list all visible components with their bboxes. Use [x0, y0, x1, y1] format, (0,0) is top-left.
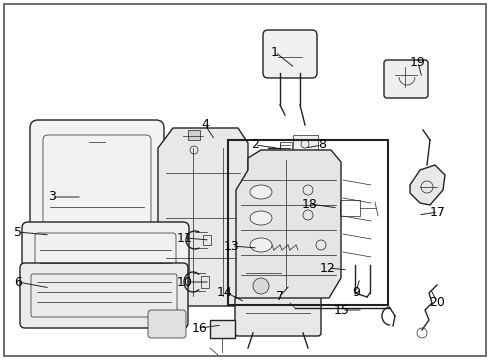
Text: 13: 13 — [224, 239, 240, 252]
FancyBboxPatch shape — [20, 263, 188, 328]
Text: 17: 17 — [430, 206, 446, 219]
Polygon shape — [236, 150, 341, 298]
Text: 18: 18 — [302, 198, 318, 211]
Bar — [280, 142, 292, 154]
FancyBboxPatch shape — [22, 222, 189, 289]
Polygon shape — [410, 165, 445, 205]
Text: 12: 12 — [320, 261, 336, 274]
Text: 16: 16 — [192, 321, 208, 334]
FancyBboxPatch shape — [152, 272, 186, 298]
FancyBboxPatch shape — [384, 60, 428, 98]
Text: 3: 3 — [48, 190, 56, 203]
Text: 2: 2 — [251, 139, 259, 152]
Ellipse shape — [250, 211, 272, 225]
FancyBboxPatch shape — [263, 30, 317, 78]
Text: 5: 5 — [14, 225, 22, 238]
Bar — [210, 320, 235, 338]
FancyBboxPatch shape — [30, 120, 164, 311]
Ellipse shape — [250, 238, 272, 252]
Bar — [203, 235, 211, 245]
Bar — [340, 200, 360, 216]
Circle shape — [253, 278, 269, 294]
Bar — [293, 135, 318, 153]
FancyBboxPatch shape — [148, 310, 186, 338]
Bar — [188, 130, 200, 140]
Text: 8: 8 — [318, 139, 326, 152]
Bar — [228, 140, 388, 305]
Text: 1: 1 — [271, 45, 279, 58]
Text: 4: 4 — [201, 118, 209, 131]
Text: 14: 14 — [217, 285, 233, 298]
FancyBboxPatch shape — [235, 295, 321, 336]
Text: 6: 6 — [14, 275, 22, 288]
Text: 20: 20 — [429, 296, 445, 309]
Text: 19: 19 — [410, 55, 426, 68]
Text: 15: 15 — [334, 303, 350, 316]
Text: 7: 7 — [276, 289, 284, 302]
Polygon shape — [158, 128, 248, 306]
Ellipse shape — [250, 185, 272, 199]
Text: 9: 9 — [352, 285, 360, 298]
Bar — [201, 276, 209, 288]
Text: 10: 10 — [177, 275, 193, 288]
Text: 11: 11 — [177, 231, 193, 244]
